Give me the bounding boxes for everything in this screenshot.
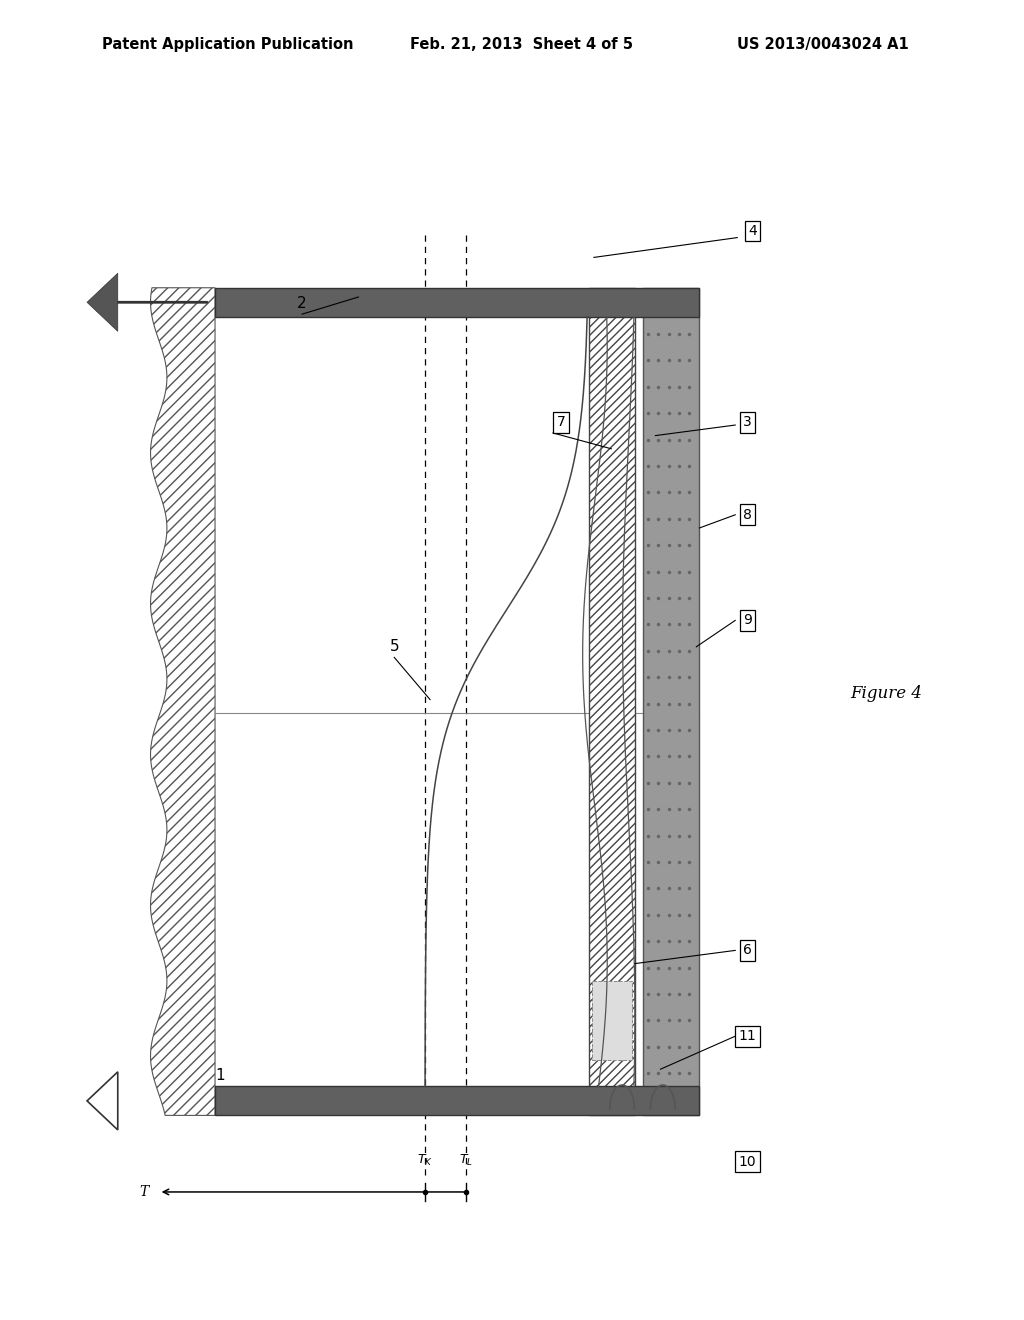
Text: Patent Application Publication: Patent Application Publication [102, 37, 354, 53]
Text: T: T [139, 1185, 148, 1199]
Polygon shape [151, 288, 215, 1115]
Bar [589, 288, 635, 1115]
Text: 2: 2 [297, 296, 307, 312]
Text: 8: 8 [743, 508, 752, 521]
Polygon shape [87, 273, 118, 331]
Bar [215, 1086, 699, 1115]
Text: US 2013/0043024 A1: US 2013/0043024 A1 [737, 37, 909, 53]
Text: 9: 9 [743, 614, 752, 627]
Text: Feb. 21, 2013  Sheet 4 of 5: Feb. 21, 2013 Sheet 4 of 5 [410, 37, 633, 53]
Text: $T_K$: $T_K$ [417, 1154, 433, 1168]
Text: 5: 5 [389, 639, 399, 655]
Text: 6: 6 [743, 944, 752, 957]
Text: 10: 10 [738, 1155, 757, 1168]
Text: 3: 3 [743, 416, 752, 429]
Text: 11: 11 [738, 1030, 757, 1043]
Text: 4: 4 [749, 224, 757, 238]
Bar [215, 288, 699, 317]
Text: $T_L$: $T_L$ [459, 1154, 473, 1168]
Bar [592, 981, 632, 1060]
Polygon shape [87, 1072, 118, 1130]
Text: Figure 4: Figure 4 [850, 685, 922, 701]
Text: 7: 7 [557, 416, 565, 429]
Bar [643, 288, 699, 1115]
Text: 1: 1 [215, 1068, 225, 1084]
